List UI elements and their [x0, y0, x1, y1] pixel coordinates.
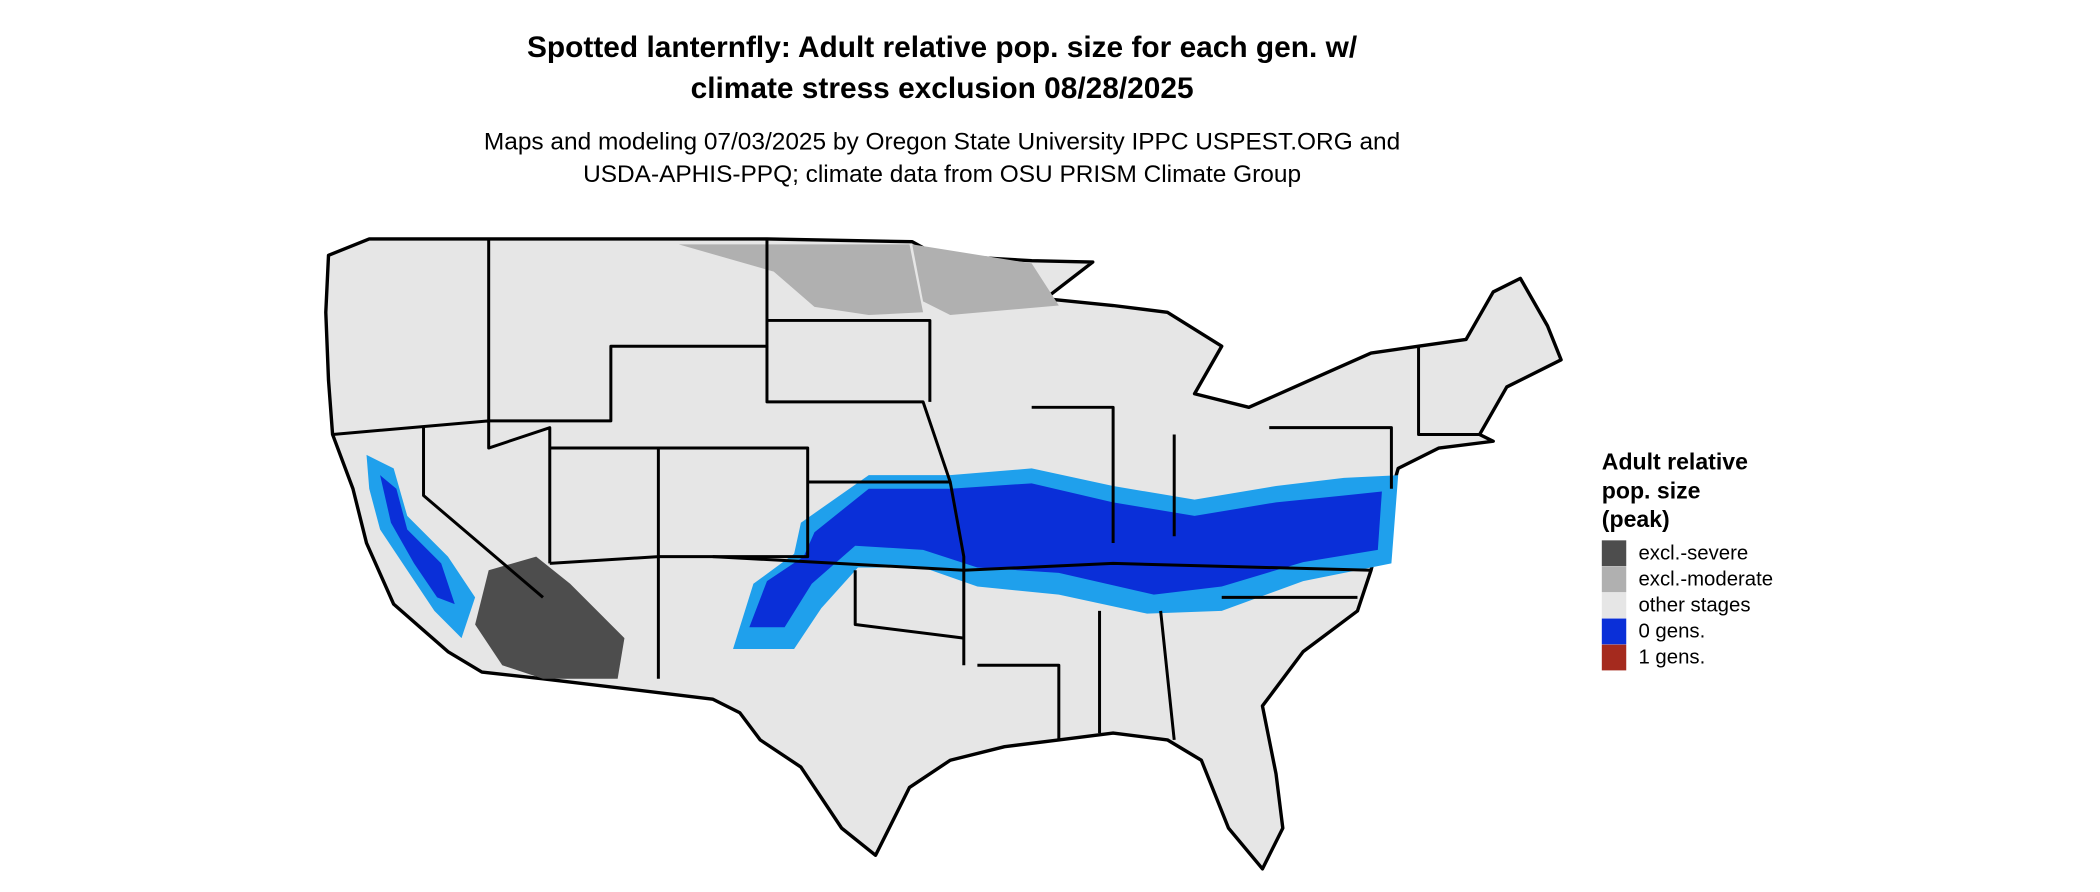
- legend-swatch: [1601, 540, 1627, 567]
- state-border: [1417, 346, 1480, 436]
- legend-title: (peak): [1602, 506, 1670, 532]
- subtitle-line: Maps and modeling 07/03/2025 by Oregon S…: [484, 128, 1400, 155]
- excl-moderate-area: [678, 244, 924, 316]
- legend-swatch: [1601, 618, 1627, 645]
- state-border: [422, 427, 544, 599]
- excl-moderate-area: [912, 244, 1059, 316]
- legend-label: excl.-moderate: [1638, 568, 1773, 590]
- state-border: [487, 238, 769, 423]
- title-line: Spotted lanternfly: Adult relative pop. …: [527, 31, 1357, 64]
- state-border: [977, 663, 1061, 740]
- us-map: [324, 237, 1563, 871]
- legend-label: 1 gens.: [1638, 647, 1705, 669]
- state-border: [332, 419, 552, 564]
- zero-gens-area: [380, 475, 455, 605]
- state-border: [853, 570, 964, 640]
- legend-swatch: [1601, 644, 1627, 671]
- state-border: [656, 446, 810, 679]
- legend-swatch: [1601, 566, 1627, 593]
- title-line: climate stress exclusion 08/28/2025: [691, 72, 1194, 105]
- legend-label: excl.-severe: [1638, 542, 1748, 564]
- state-border: [712, 555, 1372, 572]
- legend: Adult relative pop. size (peak) excl.-se…: [1601, 449, 1773, 671]
- state-border: [1159, 610, 1176, 741]
- subtitle-line: USDA-APHIS-PPQ; climate data from OSU PR…: [583, 161, 1301, 188]
- state-border: [766, 318, 932, 402]
- zero-gens-area: [749, 483, 1382, 628]
- state-border: [549, 446, 660, 565]
- legend-swatch: [1601, 592, 1627, 619]
- state-border: [1269, 426, 1393, 489]
- legend-title: Adult relative: [1602, 449, 1748, 475]
- state-border: [1031, 405, 1115, 544]
- legend-label: other stages: [1638, 594, 1750, 616]
- legend-title: pop. size: [1602, 477, 1701, 503]
- excl-severe-area: [475, 556, 625, 679]
- state-border: [765, 346, 966, 666]
- legend-label: 0 gens.: [1638, 621, 1705, 643]
